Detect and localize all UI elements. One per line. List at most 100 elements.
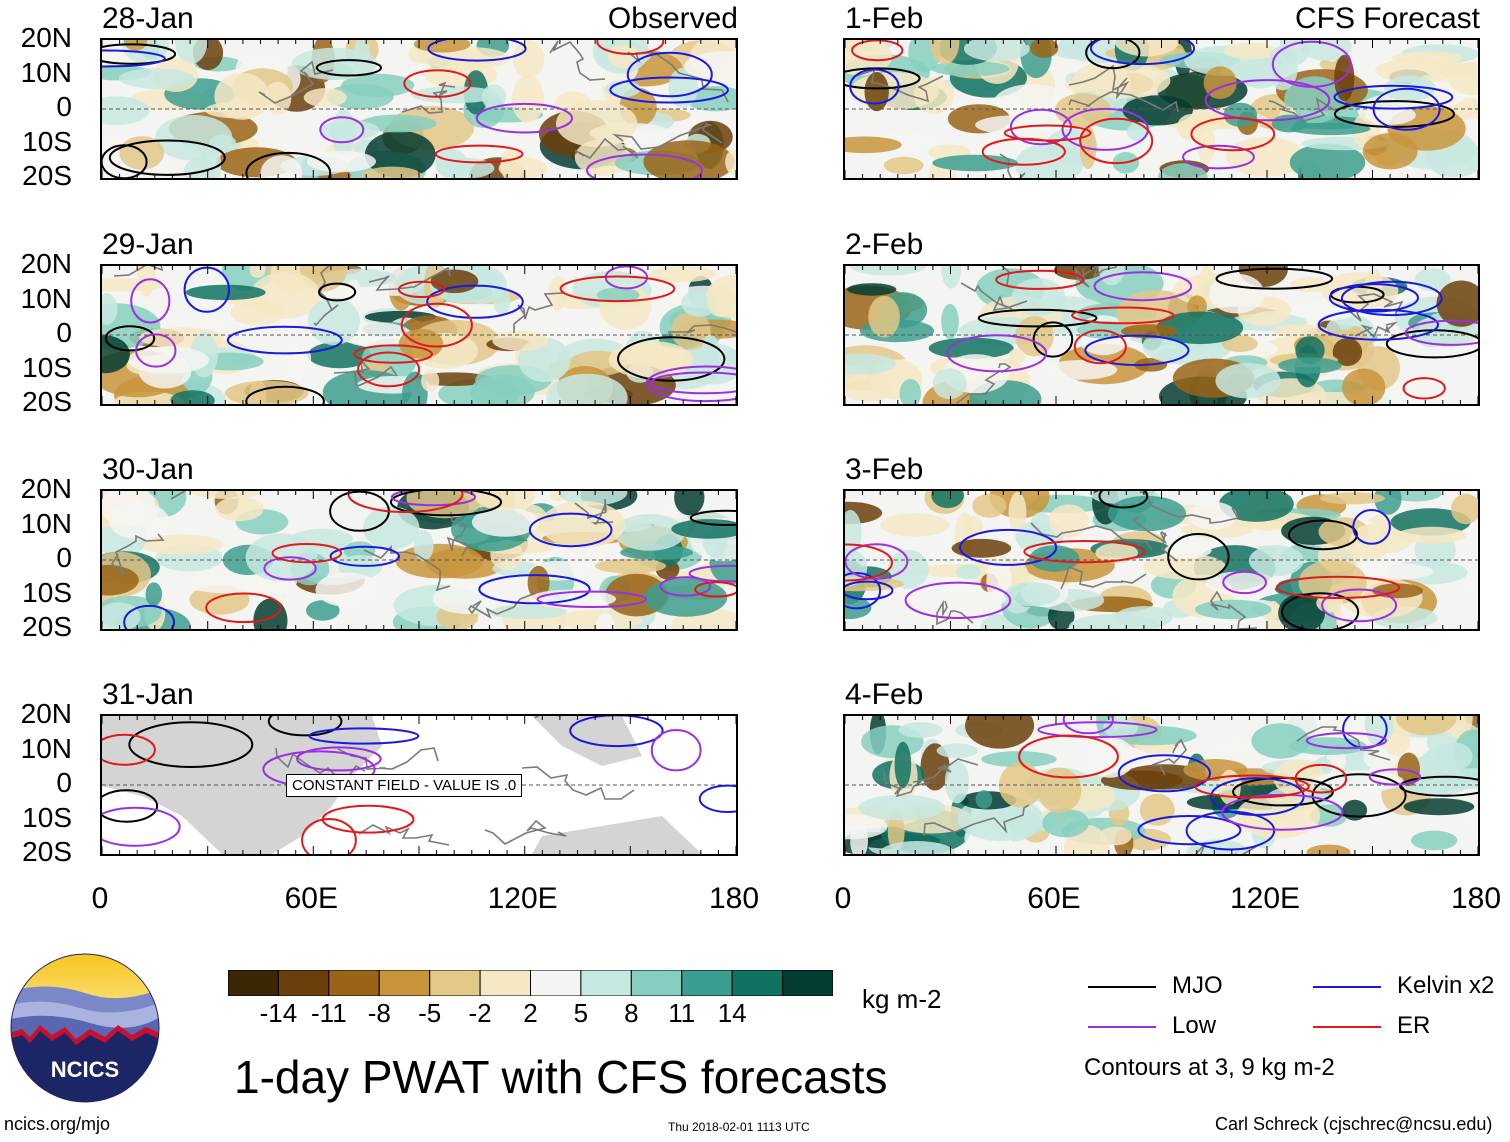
anomaly-region <box>307 341 372 369</box>
legend-swatch <box>1088 1026 1156 1028</box>
contour-kelvin-x2 <box>528 512 613 548</box>
colorbar-units: kg m-2 <box>862 984 942 1014</box>
anomaly-region <box>174 40 208 64</box>
legend-label: Low <box>1172 1012 1217 1039</box>
anomaly-region <box>898 722 943 738</box>
anomaly-region <box>1349 524 1391 560</box>
anomaly-region <box>1215 362 1281 399</box>
anomaly-region <box>364 130 436 178</box>
contour-kelvin-x2 <box>1084 334 1190 367</box>
anomaly-region <box>102 564 139 596</box>
contour-er <box>1018 734 1119 779</box>
colorbar <box>227 969 834 997</box>
anomaly-region <box>102 602 141 629</box>
contour-er <box>1275 575 1401 600</box>
anomaly-region <box>1084 737 1136 778</box>
anomaly-region <box>1436 280 1478 327</box>
coastline <box>1060 565 1147 590</box>
y-tick-label: 20N <box>20 248 72 279</box>
anomaly-region <box>1290 122 1371 136</box>
contour-kelvin-x2 <box>959 528 1058 566</box>
contour-low <box>1221 793 1344 831</box>
anomaly-region <box>145 582 163 606</box>
contour-low <box>1062 716 1114 735</box>
contour-kelvin-x2 <box>1333 84 1454 110</box>
x-tick-label: 0 <box>834 882 852 915</box>
colorbar-level-label: 14 <box>717 998 747 1028</box>
contour-mjo <box>104 325 156 352</box>
coastline <box>484 819 567 845</box>
anomaly-region <box>362 166 423 178</box>
colorbar-swatch <box>630 969 683 997</box>
contour-low <box>263 556 317 581</box>
anomaly-region <box>185 284 266 301</box>
anomaly-region <box>1397 752 1420 787</box>
contour-er <box>321 804 415 834</box>
chart-title: 1-day PWAT with CFS forecasts <box>234 1051 888 1103</box>
coastline <box>358 824 450 846</box>
contour-er <box>1194 774 1310 799</box>
colorbar-level-label: 11 <box>668 998 696 1028</box>
anomaly-region <box>253 598 288 629</box>
anomaly-region <box>1008 491 1027 534</box>
y-tick-label: 20S <box>22 160 72 191</box>
anomaly-region <box>102 293 118 325</box>
anomaly-region <box>1314 770 1404 793</box>
contour-low <box>1404 319 1478 346</box>
anomaly-region <box>108 502 170 540</box>
legend-swatch <box>1088 986 1156 988</box>
contour-er <box>357 351 421 388</box>
anomaly-region <box>1048 504 1090 538</box>
anomaly-region <box>432 583 505 615</box>
contour-low <box>586 153 703 178</box>
coastline <box>521 766 635 800</box>
coastline <box>612 123 723 150</box>
y-tick-label: 10N <box>20 56 72 88</box>
contour-mjo <box>1032 321 1074 358</box>
anomaly-region <box>1043 360 1118 380</box>
colorbar-level-label: 5 <box>573 998 589 1028</box>
colorbar-swatch <box>328 969 380 997</box>
y-tick-label: 20S <box>22 836 72 867</box>
contour-mjo <box>108 139 226 176</box>
coastline <box>446 511 470 557</box>
contour-kelvin-x2 <box>1340 280 1443 317</box>
footer-url[interactable]: ncics.org/mjo <box>4 1114 111 1134</box>
x-tick-label: 60E <box>284 882 339 915</box>
anomaly-region <box>894 741 912 789</box>
legend-label: ER <box>1397 1012 1431 1039</box>
legend-swatch <box>1313 986 1381 988</box>
anomaly-region <box>972 493 1007 518</box>
anomaly-region <box>941 266 961 289</box>
contour-kelvin-x2 <box>1317 308 1439 341</box>
panel-date-label: 2-Feb <box>845 228 924 261</box>
coastline <box>852 68 944 103</box>
anomaly-region <box>1464 813 1478 834</box>
colorbar-swatch <box>731 969 784 997</box>
anomaly-region <box>1360 563 1434 580</box>
contour-er <box>1073 329 1127 365</box>
anomaly-region <box>1081 62 1171 99</box>
observed-label: Observed <box>607 2 738 35</box>
contour-er <box>102 733 156 766</box>
contour-low <box>1222 570 1268 595</box>
anomaly-region <box>291 47 378 80</box>
panel-date-label: 31-Jan <box>102 678 194 711</box>
coastline <box>1074 266 1117 288</box>
contour-low <box>296 746 382 772</box>
anomaly-region <box>546 373 628 404</box>
anomaly-region <box>595 558 666 574</box>
contour-kelvin-x2 <box>183 266 231 313</box>
anomaly-region <box>608 44 640 69</box>
anomaly-region <box>1157 163 1208 178</box>
panel-date-label: 28-Jan <box>102 2 194 35</box>
anomaly-region <box>932 154 1018 172</box>
contour-mjo <box>318 282 357 302</box>
contour-er <box>435 144 524 164</box>
y-tick-label: 10S <box>22 576 72 608</box>
anomaly-region <box>1194 599 1272 620</box>
anomaly-region <box>1037 767 1082 813</box>
anomaly-region <box>195 314 235 328</box>
coastline <box>549 40 606 81</box>
anomaly-region <box>1375 58 1458 84</box>
